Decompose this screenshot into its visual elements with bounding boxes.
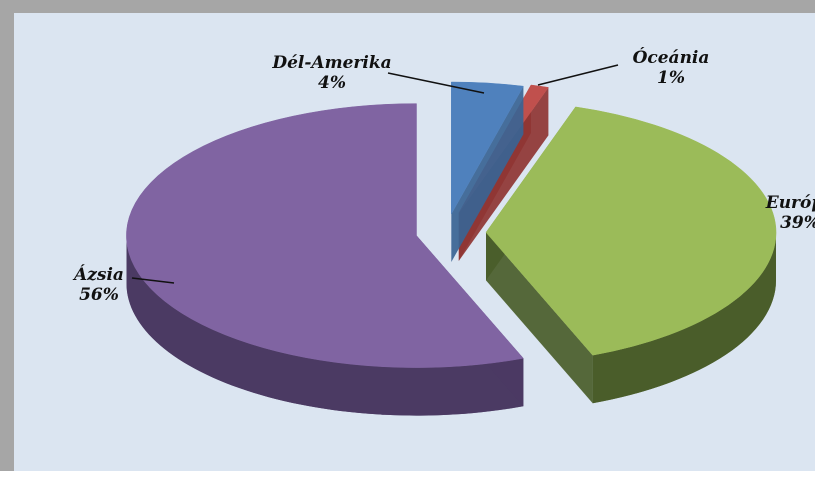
leader-line-del-amerika [387,72,485,94]
slice-side-shade-azsia [126,235,524,416]
slice-cut-end-del-amerika [451,86,524,262]
slice-cut-end-europa [486,232,593,404]
leader-line-azsia [131,277,175,284]
label-percent-del-amerika: 4% [318,73,346,93]
label-name-europa: Európa [765,193,815,213]
label-percent-oceania: 1% [657,68,685,88]
label-percent-europa: 39% [780,213,815,233]
pie-slice-europa [485,106,777,356]
label-name-oceania: Óceánia [633,47,710,68]
slice-cut-end-oceania [458,87,549,261]
slice-side-shade-europa [592,232,777,404]
label-name-azsia: Ázsia [72,264,124,285]
label-name-del-amerika: Dél-Amerika [271,53,391,73]
pie-slice-azsia [126,103,524,368]
leader-line-oceania [537,64,619,86]
pie-slice-del-amerika [451,81,524,215]
label-percent-azsia: 56% [79,285,119,305]
